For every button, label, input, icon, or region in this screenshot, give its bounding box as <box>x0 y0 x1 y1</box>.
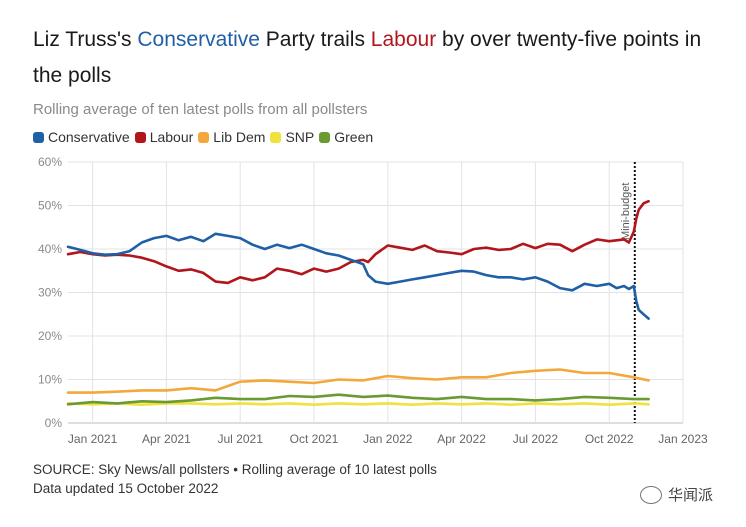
legend-label: Labour <box>149 129 194 145</box>
y-tick-label: 50% <box>38 199 62 213</box>
x-tick-label: Jan 2022 <box>363 432 413 446</box>
x-tick-label: Jul 2022 <box>513 432 559 446</box>
title-text-2: Party trails <box>259 28 371 51</box>
x-tick-label: Oct 2022 <box>585 432 634 446</box>
legend-item-labour: Labour <box>134 129 194 145</box>
x-tick-label: Jan 2023 <box>658 432 708 446</box>
y-tick-label: 20% <box>38 329 62 343</box>
title-text-3: by over twenty-five points in the polls <box>33 28 702 87</box>
legend-swatch <box>319 131 331 143</box>
legend-item-lib-dem: Lib Dem <box>198 129 265 145</box>
legend-label: Conservative <box>48 129 130 145</box>
legend-swatch <box>33 131 44 143</box>
title-conservative: Conservative <box>137 28 260 51</box>
series-line-snp <box>66 402 650 406</box>
legend-label: Green <box>334 129 374 145</box>
series-line-lib-dem <box>66 368 650 394</box>
y-tick-label: 40% <box>38 242 62 256</box>
y-tick-label: 60% <box>38 155 62 169</box>
mini-budget-label: Mini-budget <box>620 183 632 240</box>
x-tick-label: Apr 2022 <box>437 432 486 446</box>
source-note: SOURCE: Sky News/all pollsters • Rolling… <box>33 460 437 498</box>
x-tick-label: Jul 2021 <box>218 432 264 446</box>
legend-swatch <box>270 131 282 143</box>
watermark: 华闻派 <box>640 484 713 505</box>
wechat-icon <box>640 485 662 504</box>
legend-item-green: Green <box>319 129 373 145</box>
y-tick-label: 10% <box>38 373 62 387</box>
watermark-text: 华闻派 <box>668 487 714 504</box>
series-line-green <box>66 393 650 406</box>
legend-item-snp: SNP <box>270 129 314 145</box>
x-tick-label: Oct 2021 <box>290 432 339 446</box>
y-tick-label: 30% <box>38 286 62 300</box>
legend-label: Lib Dem <box>213 129 266 145</box>
x-tick-label: Jan 2021 <box>68 432 118 446</box>
data-updated-line: Data updated 15 October 2022 <box>33 481 219 496</box>
y-tick-label: 0% <box>45 416 63 430</box>
series-line-labour <box>66 199 650 285</box>
chart-legend: Conservative Labour Lib Dem SNP Green <box>33 129 378 145</box>
chart-title: Liz Truss's Conservative Party trails La… <box>33 22 713 94</box>
legend-item-conservative: Conservative <box>33 129 130 145</box>
chart-subtitle: Rolling average of ten latest polls from… <box>33 101 368 118</box>
series-line-conservative <box>66 232 650 320</box>
x-tick-label: Apr 2021 <box>142 432 191 446</box>
line-chart: 0% 10% 20% 30% 40% 50% 60% Jan 2021 Apr 2021 Jul … <box>38 155 708 446</box>
title-labour: Labour <box>370 28 437 51</box>
title-text-1: Liz Truss's <box>33 28 138 51</box>
legend-swatch <box>134 131 146 143</box>
legend-swatch <box>198 131 210 143</box>
source-line: SOURCE: Sky News/all pollsters • Rolling… <box>33 462 437 477</box>
legend-label: SNP <box>285 129 315 145</box>
